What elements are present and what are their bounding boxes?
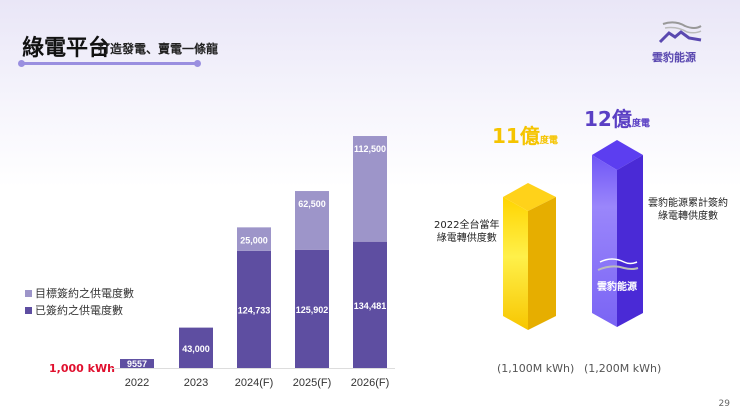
right-headline: 12億度電: [584, 103, 650, 132]
caption-line: 綠電轉供度數: [658, 211, 718, 222]
page-number: 29: [718, 399, 730, 409]
x-tick-label: 2026(F): [351, 377, 390, 389]
data-label: 125,902: [296, 305, 329, 315]
legend-label: 已簽約之供電度數: [35, 304, 123, 317]
left-value: (1,100M kWh): [497, 362, 575, 375]
data-label: 43,000: [182, 344, 210, 354]
right-value: (1,200M kWh): [584, 362, 662, 375]
x-tick-label: 2022: [125, 377, 149, 389]
stacked-bar-chart: 9557 2022 43,000 2023 124,733 25,000 2024(F) 12…: [110, 136, 395, 389]
data-label: 112,500: [354, 144, 386, 154]
data-label: 62,500: [298, 199, 326, 209]
brand-name: 雲豹能源: [652, 51, 696, 64]
x-tick-label: 2023: [184, 377, 208, 389]
caption-line: 雲豹能源累計簽約: [648, 198, 728, 209]
page-subtitle: 打造發電、賣電一條龍: [98, 42, 219, 56]
yellow-prism: [503, 183, 556, 330]
data-label: 25,000: [240, 235, 268, 245]
legend-item-signed: 已簽約之供電度數: [25, 302, 123, 318]
bar-signed: [295, 249, 329, 368]
unit-label: 1,000 kWh: [49, 362, 115, 375]
data-label: 134,481: [354, 301, 387, 311]
caption-line: 綠電轉供度數: [436, 233, 497, 244]
bar-signed: [179, 327, 213, 368]
right-caption: 雲豹能源累計簽約 綠電轉供度數: [648, 197, 728, 223]
headline-value: 12億: [584, 107, 632, 131]
bar-target: [237, 227, 271, 251]
underline-dot-right: [194, 60, 201, 67]
brand-logo-icon: [658, 21, 702, 44]
legend-label: 目標簽約之供電度數: [35, 287, 134, 300]
prism-brand-text: 雲豹能源: [597, 282, 637, 293]
headline-value: 11億: [492, 124, 540, 148]
bar-signed: [353, 241, 387, 368]
prism-logo-icon: [599, 258, 638, 265]
left-headline: 11億度電: [492, 120, 558, 149]
legend-item-target: 目標簽約之供電度數: [25, 285, 134, 301]
title-underline: [20, 62, 198, 65]
purple-prism: [592, 140, 643, 327]
underline-dot-left: [18, 60, 25, 67]
bar-target: [295, 191, 329, 250]
bar-signed: [120, 359, 154, 368]
caption-line: 2022全台當年: [434, 220, 500, 231]
bar-target: [353, 136, 387, 242]
headline-unit: 度電: [631, 119, 650, 129]
x-tick-label: 2025(F): [293, 377, 332, 389]
data-label: 124,733: [238, 305, 271, 315]
headline-unit: 度電: [539, 136, 558, 146]
x-tick-label: 2024(F): [235, 377, 274, 389]
legend-swatch: [25, 306, 32, 314]
bar-signed: [237, 250, 271, 368]
data-label: 9557: [127, 359, 147, 369]
page-title: 綠電平台: [22, 36, 111, 61]
left-caption: 2022全台當年 綠電轉供度數: [434, 219, 499, 245]
legend-swatch: [25, 289, 32, 297]
